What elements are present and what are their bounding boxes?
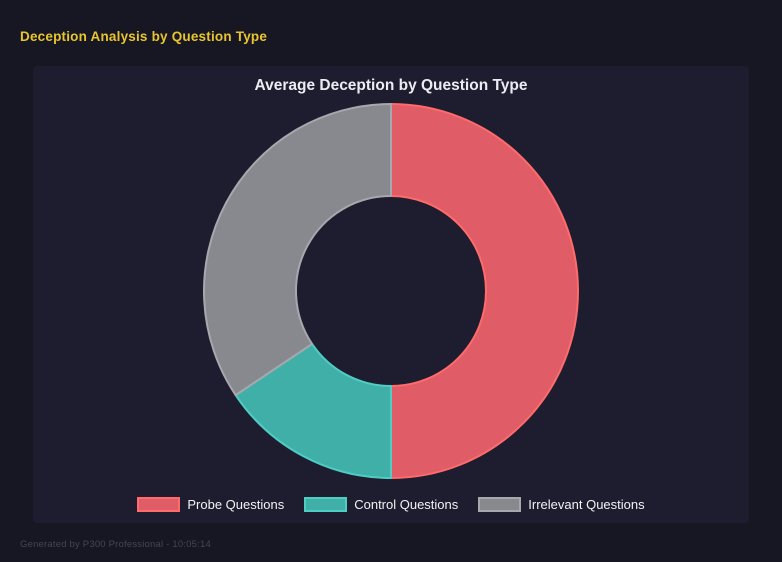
legend-item-probe-questions[interactable]: Probe Questions bbox=[137, 497, 284, 512]
legend-label: Control Questions bbox=[354, 497, 459, 512]
donut-segment-irrelevant-questions[interactable] bbox=[203, 103, 392, 397]
legend-item-control-questions[interactable]: Control Questions bbox=[304, 497, 458, 512]
legend-swatch bbox=[137, 497, 181, 512]
chart-legend: Probe Questions Control Questions Irreleva… bbox=[137, 497, 645, 512]
legend-label: Probe Questions bbox=[187, 497, 285, 512]
legend-swatch bbox=[304, 497, 348, 512]
chart-panel: Average Deception by Question Type Probe… bbox=[33, 66, 749, 523]
donut-segment-control-questions[interactable] bbox=[234, 342, 392, 479]
legend-item-irrelevant-questions[interactable]: Irrelevant Questions bbox=[478, 497, 645, 512]
legend-swatch bbox=[478, 497, 522, 512]
legend-label: Irrelevant Questions bbox=[528, 497, 645, 512]
page-title: Deception Analysis by Question Type bbox=[20, 29, 268, 44]
donut-chart[interactable] bbox=[203, 103, 579, 479]
footer-text: Generated by P300 Professional - 10:05:1… bbox=[20, 539, 211, 550]
donut-segment-probe-questions[interactable] bbox=[390, 103, 579, 479]
chart-title: Average Deception by Question Type bbox=[254, 77, 528, 94]
donut-svg[interactable] bbox=[203, 103, 579, 479]
